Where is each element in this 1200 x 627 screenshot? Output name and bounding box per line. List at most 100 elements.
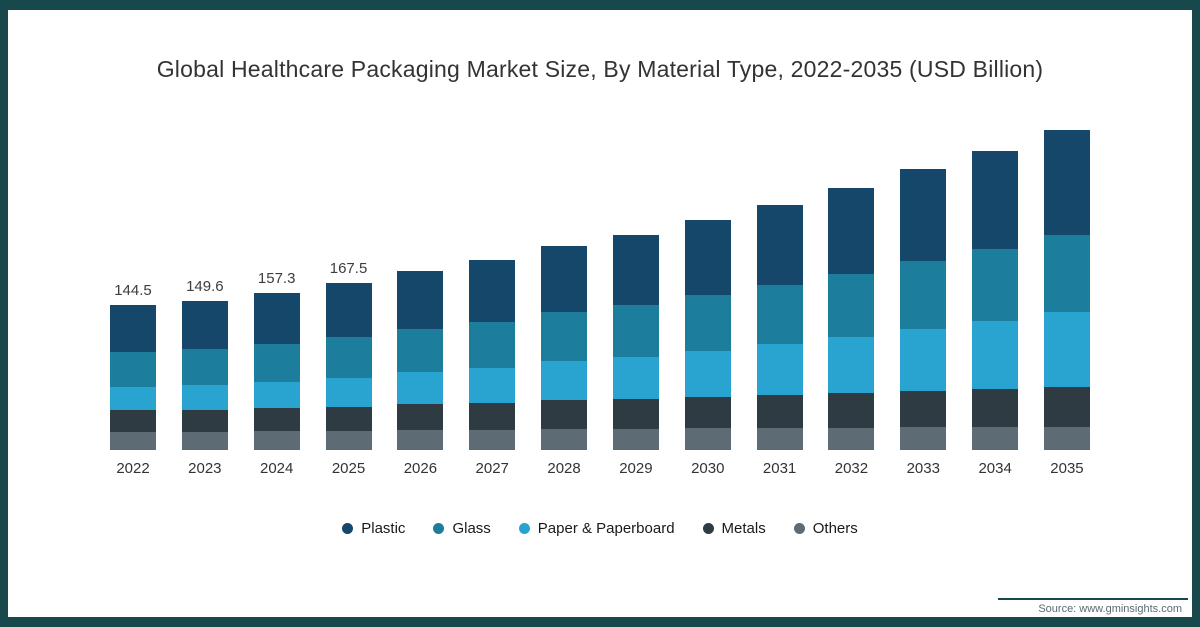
legend-dot-paper-paperboard (518, 523, 530, 534)
bar-segment-glass (972, 249, 1019, 321)
chart-title: Global Healthcare Packaging Market Size,… (156, 56, 1044, 82)
x-axis-label: 2030 (691, 460, 725, 477)
bar-segment-glass (828, 274, 875, 337)
x-axis-label: 2028 (547, 460, 581, 477)
bar-segment-plastic (469, 260, 516, 322)
bar-segment-paper-paperboard (469, 368, 516, 403)
bar-segment-paper-paperboard (1043, 312, 1090, 387)
bar-segment-paper-paperboard (397, 372, 444, 404)
bar-segment-glass (110, 352, 156, 387)
bar-stack (756, 205, 803, 450)
bar-segment-plastic (397, 271, 444, 329)
bar-segment-others (828, 428, 875, 450)
bar-segment-plastic (325, 283, 372, 337)
bar-segment-others (397, 430, 444, 450)
bar-stack (900, 169, 947, 450)
legend-dot-plastic (342, 523, 354, 534)
x-axis-label: 2033 (906, 460, 940, 477)
bar-segment-metals (828, 393, 875, 428)
x-axis-label: 2032 (834, 460, 869, 477)
bar-column-2034: 2034 (972, 128, 1019, 478)
legend-label-metals: Metals (721, 520, 766, 537)
legend-item-plastic: Plastic (342, 520, 405, 537)
legend-dot-metals (702, 523, 714, 534)
bar-segment-paper-paperboard (110, 387, 156, 410)
bar-segment-metals (469, 403, 516, 430)
bar-stack (181, 301, 228, 450)
bar-stack (110, 305, 156, 450)
bar-segment-metals (900, 391, 947, 427)
bar-segment-paper-paperboard (612, 357, 659, 399)
bar-segment-plastic (756, 205, 803, 285)
bar-segment-metals (541, 400, 588, 429)
legend-label-others: Others (812, 520, 858, 537)
bar-segment-metals (1043, 387, 1090, 427)
plot-area: 144.5 2022 149.6 2023 157.3 2024 167.5 2025 2026… (110, 107, 1090, 478)
bar-segment-glass (181, 349, 228, 385)
bar-segment-glass (900, 261, 947, 329)
bar-segment-metals (181, 410, 228, 432)
x-axis-label: 2031 (762, 460, 797, 477)
bar-segment-others (541, 429, 588, 450)
bar-segment-paper-paperboard (684, 351, 731, 397)
bar-column-2035: 2035 (1043, 107, 1090, 478)
bar-segment-metals (253, 408, 300, 431)
bar-column-2025: 167.5 2025 (325, 260, 372, 478)
bar-segment-plastic (900, 169, 947, 261)
bar-segment-plastic (181, 301, 228, 349)
legend-item-paper-paperboard: Paper & Paperboard (518, 520, 675, 537)
bar-segment-plastic (684, 220, 731, 295)
chart-area: 144.5 2022 149.6 2023 157.3 2024 167.5 2025 2026… (110, 107, 1090, 537)
legend-label-plastic: Plastic (361, 520, 406, 537)
bar-column-2032: 2032 (828, 165, 875, 478)
bar-stack (972, 151, 1019, 450)
bar-stack (325, 283, 372, 450)
bar-segment-others (612, 429, 659, 450)
bar-segment-others (110, 432, 156, 450)
x-axis-label: 2026 (403, 460, 438, 477)
bar-segment-plastic (1043, 130, 1090, 235)
bar-stack (253, 293, 300, 450)
bar-segment-plastic (541, 246, 588, 312)
bar-column-2024: 157.3 2024 (253, 270, 300, 478)
bar-segment-others (756, 428, 803, 450)
bar-segment-others (972, 427, 1019, 450)
bar-value-label: 144.5 (114, 282, 152, 299)
bar-segment-paper-paperboard (900, 329, 947, 391)
bar-segment-paper-paperboard (828, 337, 875, 393)
bar-column-2022: 144.5 2022 (110, 282, 156, 478)
bar-segment-glass (541, 312, 588, 361)
bar-segment-paper-paperboard (541, 361, 588, 400)
bar-segment-paper-paperboard (756, 344, 803, 395)
bar-segment-plastic (253, 293, 300, 344)
bar-column-2023: 149.6 2023 (181, 278, 228, 478)
legend-dot-glass (433, 523, 445, 534)
bar-segment-paper-paperboard (253, 382, 300, 408)
legend-item-metals: Metals (702, 520, 766, 537)
x-axis-label: 2022 (116, 460, 150, 477)
bar-segment-others (181, 432, 228, 450)
legend-item-others: Others (793, 520, 858, 537)
bar-segment-paper-paperboard (325, 378, 372, 407)
bar-segment-glass (756, 285, 803, 344)
bar-segment-glass (684, 295, 731, 351)
x-axis-label: 2034 (978, 460, 1012, 477)
legend-label-paper-paperboard: Paper & Paperboard (537, 520, 675, 537)
bar-value-label: 167.5 (329, 260, 368, 277)
bar-value-label: 149.6 (186, 278, 224, 295)
bar-stack (397, 271, 444, 450)
x-axis-label: 2025 (331, 460, 366, 477)
bar-segment-others (253, 431, 300, 450)
x-axis-label: 2023 (188, 460, 222, 477)
bar-segment-glass (253, 344, 300, 382)
bar-column-2033: 2033 (900, 146, 947, 478)
x-axis-label: 2024 (260, 460, 294, 477)
bar-column-2031: 2031 (756, 182, 803, 478)
legend-label-glass: Glass (452, 520, 491, 537)
bar-segment-glass (397, 329, 444, 372)
bar-segment-metals (756, 395, 803, 428)
bar-segment-others (684, 428, 731, 450)
bar-segment-glass (1043, 235, 1090, 312)
bar-segment-glass (612, 305, 659, 357)
